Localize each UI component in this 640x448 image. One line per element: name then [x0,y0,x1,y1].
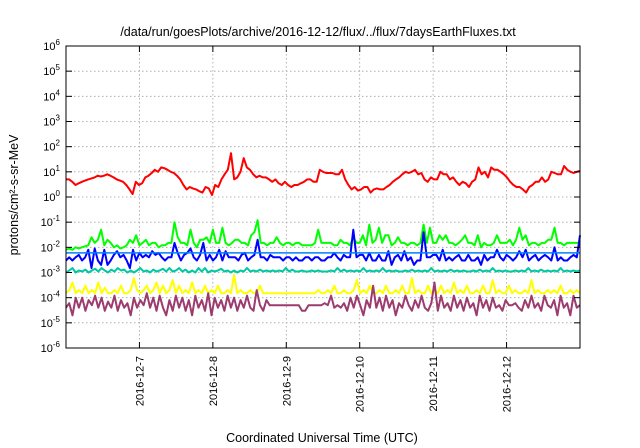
series-line-2 [65,219,580,251]
chart-title: /data/run/goesPlots/archive/2016-12-12/f… [120,25,516,39]
y-tick-label: 104 [43,88,60,103]
series-line-5 [65,267,581,274]
y-tick-label: 106 [43,38,60,53]
x-tick-label: 2016-12-7 [134,356,146,406]
y-tick-label: 10-6 [41,340,61,355]
y-tick-label: 102 [43,139,60,154]
y-tick-label: 10-4 [41,290,61,305]
y-tick-label: 101 [43,164,60,179]
y-tick-label: 10-5 [41,315,61,330]
y-axis: 10-6 10-5 10-4 10-3 10-2 10-1 100 101 102 103 104 1… [41,38,580,355]
series-line-3 [65,228,581,270]
series-line-6 [65,273,581,295]
y-tick-label: 10-2 [41,239,61,254]
x-tick-label: 2016-12-12 [502,356,514,412]
y-tick-label: 10-1 [41,214,61,229]
x-tick-label: 2016-12-11 [428,356,440,411]
y-tick-label: 100 [43,189,60,204]
x-axis-label: Coordinated Universal Time (UTC) [226,431,418,445]
y-tick-label: 105 [43,63,60,78]
x-axis: 2016-12-7 2016-12-8 2016-12-9 2016-12-10 201… [134,46,514,412]
series-line-1 [66,152,581,196]
y-axis-label: protons/cm²-s-sr-MeV [7,134,21,256]
chart-series-group [65,152,581,317]
y-tick-label: 103 [43,114,60,129]
series-line-7 [65,281,581,317]
x-tick-label: 2016-12-10 [355,356,367,412]
x-tick-label: 2016-12-8 [208,356,220,406]
y-tick-label: 10-3 [41,265,61,280]
x-tick-label: 2016-12-9 [281,356,293,406]
